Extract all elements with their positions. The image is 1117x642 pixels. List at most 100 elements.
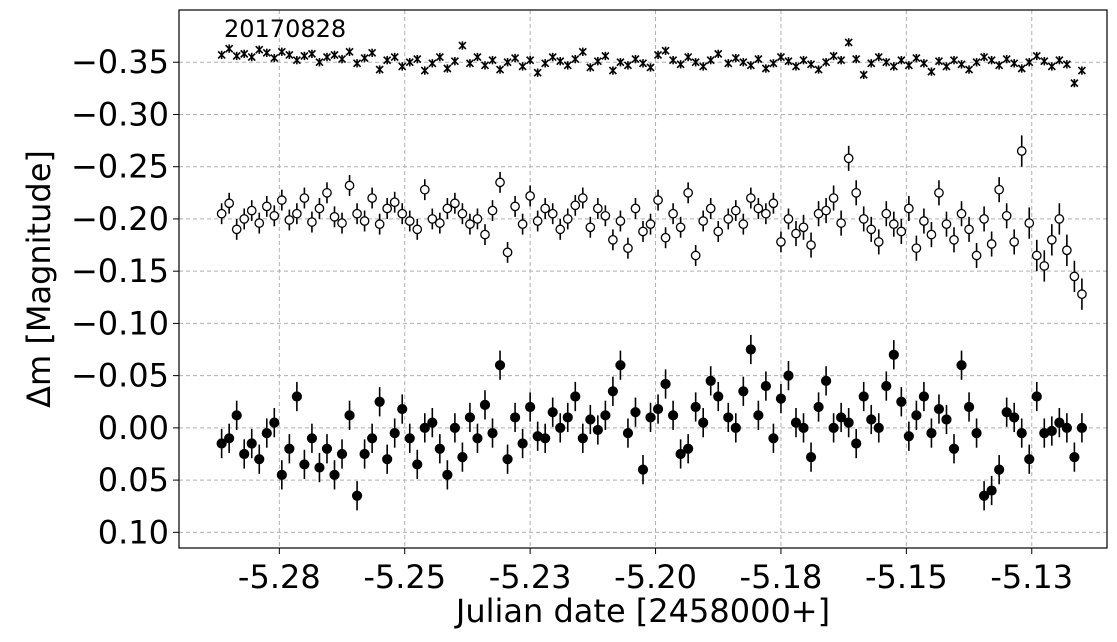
- filled-circle-marker: [775, 393, 787, 404]
- open-circle-marker: [926, 229, 937, 240]
- filled-circle-marker: [933, 403, 945, 415]
- open-circle-marker: [683, 187, 693, 198]
- filled-circle-marker: [299, 459, 310, 470]
- filled-circle-marker: [1069, 452, 1080, 463]
- filled-circle-marker: [494, 360, 506, 371]
- open-circle-marker: [979, 214, 989, 224]
- open-circle-marker: [851, 187, 862, 198]
- x-marker: [1040, 57, 1049, 66]
- filled-circle-marker: [790, 417, 802, 428]
- filled-circle-marker: [926, 427, 937, 439]
- open-circle-marker: [660, 232, 671, 243]
- open-circle-marker: [1001, 210, 1012, 221]
- open-circle-marker: [645, 219, 656, 230]
- x-marker: [413, 55, 422, 64]
- filled-circle-marker: [979, 490, 990, 501]
- filled-circle-marker: [963, 401, 975, 413]
- filled-circle-marker: [382, 454, 393, 465]
- series-x: [217, 38, 1086, 88]
- x-marker: [1055, 56, 1064, 65]
- filled-circle-marker: [555, 422, 566, 433]
- filled-circle-marker: [585, 414, 596, 425]
- filled-circle-marker: [798, 422, 809, 433]
- open-circle-marker: [1016, 146, 1027, 156]
- filled-circle-marker: [427, 417, 438, 428]
- x-marker: [776, 52, 786, 62]
- filled-circle-marker: [359, 448, 370, 460]
- filled-circle-marker: [667, 410, 679, 421]
- open-circle-marker: [941, 219, 952, 230]
- filled-circle-marker: [577, 433, 588, 444]
- open-circle-marker: [776, 237, 786, 247]
- filled-circle-marker: [760, 380, 771, 392]
- filled-circle-marker: [1046, 425, 1057, 437]
- x-tick-label: -5.20: [614, 558, 697, 596]
- open-circle-marker: [337, 218, 347, 228]
- open-circle-marker: [653, 195, 663, 205]
- open-circle-marker: [698, 216, 709, 226]
- x-marker: [292, 56, 301, 65]
- open-circle-marker: [231, 224, 242, 235]
- x-marker: [443, 64, 452, 73]
- open-circle-marker: [329, 211, 340, 222]
- x-marker: [277, 47, 286, 56]
- open-circle-marker: [547, 208, 558, 219]
- open-circle-marker: [532, 216, 543, 226]
- filled-circle-marker: [224, 433, 235, 444]
- x-marker: [638, 59, 648, 68]
- open-circle-marker: [562, 214, 573, 224]
- x-marker: [852, 55, 861, 64]
- open-circle-marker: [638, 226, 648, 237]
- x-marker: [957, 60, 966, 69]
- filled-circle-marker: [1076, 422, 1088, 433]
- open-circle-marker: [791, 228, 801, 239]
- open-circle-marker: [1054, 214, 1065, 224]
- filled-circle-marker: [645, 412, 656, 423]
- open-circle-marker: [450, 198, 460, 209]
- filled-circle-marker: [269, 417, 280, 428]
- filled-circle-marker: [622, 427, 634, 439]
- x-marker: [837, 56, 846, 65]
- open-circle-marker: [246, 205, 257, 216]
- open-circle-marker: [517, 219, 528, 230]
- filled-circle-marker: [329, 469, 340, 480]
- filled-circle-marker: [547, 407, 558, 418]
- open-circle-marker: [668, 208, 678, 219]
- x-marker: [754, 55, 763, 64]
- x-marker: [511, 53, 520, 63]
- filled-circle-marker: [713, 391, 724, 402]
- filled-circle-marker: [698, 417, 709, 428]
- x-marker: [769, 59, 778, 68]
- x-marker: [315, 58, 324, 67]
- y-tick-label: 0.10: [98, 513, 169, 551]
- filled-circle-marker: [851, 438, 862, 449]
- open-circle-marker: [419, 184, 430, 195]
- x-marker: [912, 53, 921, 63]
- filled-circle-marker: [994, 464, 1005, 475]
- open-circle-marker: [730, 205, 741, 216]
- filled-circle-marker: [344, 410, 355, 421]
- x-marker: [799, 56, 808, 65]
- x-marker: [285, 50, 294, 59]
- x-marker: [699, 62, 708, 71]
- filled-circle-marker: [389, 427, 400, 439]
- x-marker: [428, 59, 437, 68]
- x-marker: [859, 70, 868, 79]
- y-tick-label: 0.00: [98, 409, 169, 447]
- x-marker: [661, 46, 670, 55]
- filled-circle-marker: [956, 360, 967, 371]
- x-marker: [706, 56, 715, 65]
- filled-circle-marker: [1061, 422, 1072, 433]
- x-marker: [225, 44, 234, 53]
- filled-circle-marker: [442, 469, 453, 480]
- open-circle-marker: [495, 177, 505, 188]
- x-marker: [217, 50, 226, 59]
- open-circle-marker: [1077, 289, 1087, 299]
- filled-circle-marker: [472, 433, 483, 444]
- x-tick-label: -5.15: [865, 558, 948, 596]
- open-circle-marker: [465, 219, 475, 230]
- open-circle-marker: [344, 180, 355, 191]
- open-circle-marker: [292, 208, 302, 219]
- x-marker: [919, 59, 928, 68]
- filled-circle-marker: [336, 448, 348, 460]
